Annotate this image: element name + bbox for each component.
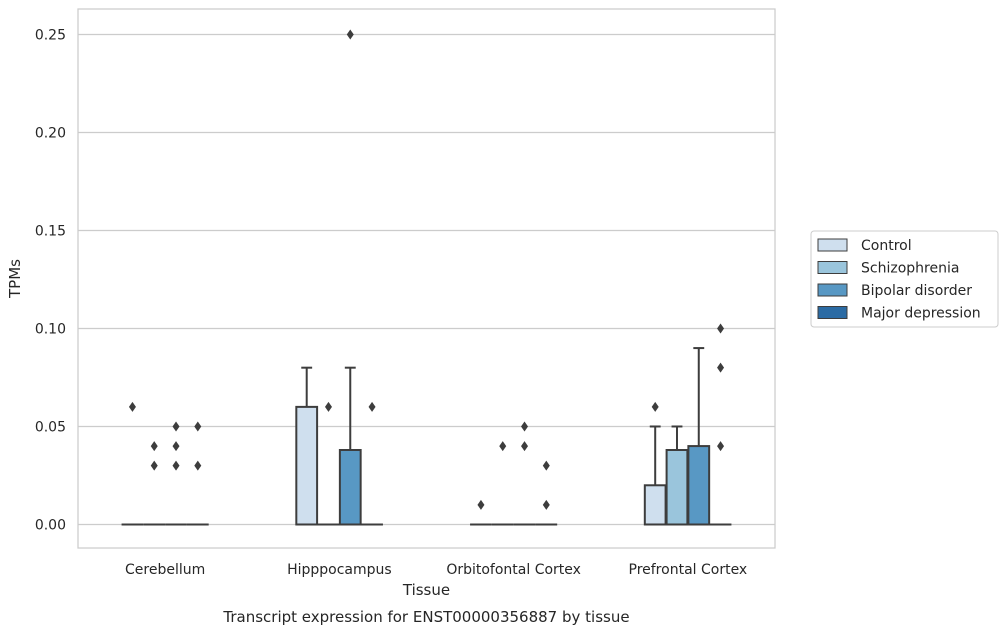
legend-label: Control [861, 238, 912, 254]
box-2-0 [165, 421, 187, 526]
outlier-point [521, 441, 529, 452]
plot-area [77, 8, 776, 549]
box-0-0 [121, 401, 144, 526]
x-tick-label: Prefrontal Cortex [629, 562, 748, 578]
legend-frame [810, 230, 999, 328]
outlier-point [717, 441, 725, 452]
box-1-2 [491, 441, 514, 526]
box-body [338, 449, 362, 526]
box-body [687, 445, 711, 526]
legend-swatch [817, 283, 848, 297]
outlier-point [128, 401, 136, 412]
plot-background [78, 9, 775, 548]
outlier-point [324, 401, 332, 412]
box-3-1 [361, 401, 383, 526]
outlier-point [521, 421, 529, 432]
x-tick-label: Orbitofontal Cortex [446, 562, 581, 578]
legend-label: Schizophrenia [861, 261, 959, 277]
outlier-point [717, 362, 725, 373]
legend-swatch [817, 306, 848, 319]
outlier-point [651, 401, 659, 412]
outlier-point [172, 421, 180, 432]
box-0-1 [295, 366, 319, 526]
outlier-point [172, 460, 180, 471]
outlier-point [150, 460, 158, 471]
outlier-point [542, 499, 550, 510]
box-1-0 [143, 441, 166, 526]
outlier-point [717, 323, 725, 334]
chart-title: Transcript expression for ENST0000035688… [222, 608, 629, 626]
box-body [295, 405, 319, 526]
y-axis-ticks: 0.00 0.05 0.10 0.15 0.20 0.25 [35, 27, 66, 533]
box-0-2 [470, 499, 492, 526]
legend: Control Schizophrenia Bipolar disorder Majo… [810, 230, 999, 328]
outlier-point [542, 460, 550, 471]
box-body [643, 484, 667, 526]
y-tick-label: 0.00 [35, 517, 66, 533]
y-tick-label: 0.25 [35, 27, 66, 43]
y-axis-label: TPMs [6, 259, 24, 299]
outlier-point [150, 441, 158, 452]
plot-frame [77, 8, 776, 549]
x-tick-label: Cerebellum [125, 562, 205, 578]
outlier-point [499, 441, 507, 452]
legend-swatch [817, 238, 848, 252]
legend-swatch [817, 261, 848, 274]
legend-label: Bipolar disorder [861, 283, 972, 299]
box-body [665, 449, 689, 526]
y-tick-label: 0.10 [35, 321, 66, 337]
x-axis-ticks: Cerebellum Hipppocampus Orbitofontal Corte… [125, 562, 747, 578]
outlier-point [477, 499, 485, 510]
y-tick-label: 0.05 [35, 419, 66, 435]
legend-label: Major depression [861, 306, 981, 322]
box-2-3 [687, 347, 711, 526]
x-axis-label: Tissue [402, 581, 450, 599]
x-tick-label: Hipppocampus [287, 562, 392, 578]
outlier-point [172, 441, 180, 452]
y-tick-label: 0.20 [35, 125, 66, 141]
outlier-point [194, 421, 202, 432]
box-3-0 [186, 421, 209, 526]
outlier-point [368, 401, 376, 412]
outlier-point [194, 460, 202, 471]
box-2-2 [513, 421, 536, 526]
box-3-2 [535, 460, 558, 526]
box-3-3 [709, 323, 732, 526]
chart-marks [121, 29, 732, 526]
box-2-1 [338, 29, 362, 526]
outlier-point [346, 29, 354, 40]
y-tick-label: 0.15 [35, 223, 66, 239]
box-1-1 [317, 401, 340, 526]
